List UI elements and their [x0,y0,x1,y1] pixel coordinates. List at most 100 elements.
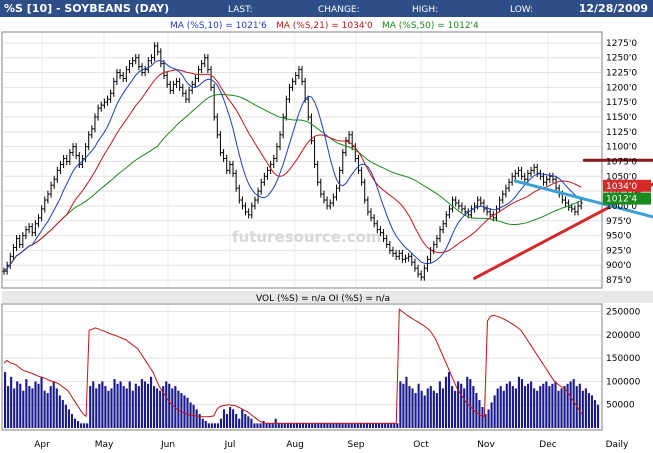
volume-bar [192,404,195,428]
month-tick-label: May [95,440,114,450]
price-bar [209,66,213,91]
price-bar [99,101,103,112]
watermark: futuresource.com [232,228,382,246]
volume-bar [268,423,271,428]
volume-bar [219,418,223,428]
volume-bar [317,423,320,428]
volume-bar [569,381,572,428]
volume-bar [514,388,517,428]
price-bar [457,199,461,210]
price-bar [482,199,486,213]
volume-bar [463,388,466,428]
volume-bar [180,393,183,428]
volume-bar [447,372,451,428]
volume-bar [229,407,232,428]
price-bar [388,240,392,254]
month-tick-label: Apr [34,440,50,450]
volume-bar [222,409,226,428]
volume-bars [4,372,600,428]
volume-bar [499,386,502,428]
volume-bar [67,409,70,428]
price-bar [363,178,367,204]
volume-bar [353,423,356,428]
volume-bar [280,423,283,428]
price-bar [545,175,549,186]
open-interest-line [3,308,583,424]
price-bar [416,264,420,278]
volume-bar [4,372,7,428]
month-tick-label: Daily [606,440,629,450]
volume-bar [484,414,487,428]
volume-bar [98,383,101,428]
ma10-legend: MA (%S,10) = 1021'6 [170,21,267,31]
volume-bar [302,423,305,428]
volume-bar [89,386,92,428]
price-bar [294,71,298,85]
volume-bar [587,393,590,428]
volume-bar [578,383,581,428]
price-bar [463,205,467,216]
price-bar [178,77,182,91]
price-tick-label: 1250'0 [606,54,637,64]
volume-bar [262,421,265,428]
volume-bar [332,423,335,428]
price-bar [46,190,50,204]
volume-title: VOL (%S) = n/a OI (%S) = n/a [256,294,390,304]
price-bar [444,211,448,228]
volume-bar [250,418,253,428]
volume-bar [305,423,308,428]
volume-bar [481,407,484,428]
volume-bar [502,390,505,428]
price-bar [43,196,47,213]
price-bar [175,77,179,88]
volume-bar [134,383,137,428]
volume-bar [204,421,207,428]
ma21-line [3,69,582,272]
volume-bar [13,388,16,428]
price-bar [375,220,379,234]
price-bar [146,57,150,74]
volume-bar [195,409,198,428]
price-bar [532,163,536,174]
volume-bar [73,418,77,428]
volume-bar [31,388,34,428]
price-bar [153,42,157,62]
price-bar [106,95,110,106]
volume-bar [201,418,204,428]
volume-bar [238,418,241,428]
volume-tick-label: 250000 [606,308,641,318]
volume-bar [7,386,10,428]
price-bar [168,80,172,94]
volume-tick-label: 50000 [606,401,635,411]
volume-bar [426,388,429,428]
price-bar [356,154,360,174]
price-bar [520,166,524,180]
volume-bar [338,423,341,428]
price-bar [165,71,169,88]
volume-bar [387,423,390,428]
price-bar [567,199,571,211]
volume-bar [356,423,359,428]
volume-bar [311,423,314,428]
price-series [2,42,583,281]
volume-bar [153,386,156,428]
price-bar [156,42,160,56]
channel-line [513,179,653,219]
month-tick-label: Sep [348,440,365,450]
price-bar [58,160,62,174]
price-bar [576,202,580,216]
price-bar [278,131,282,151]
price-bar [124,66,128,83]
volume-bar [329,423,332,428]
volume-bar [466,376,469,428]
volume-bar [70,414,74,428]
volume-bar [344,423,347,428]
volume-bar [16,381,19,428]
volume-bar [110,388,113,428]
price-bar [184,89,188,103]
volume-bar [265,423,268,428]
price-bar [137,54,141,71]
high-label: HIGH: [412,5,438,15]
price-bar [253,196,257,210]
open-interest-series [3,308,583,424]
